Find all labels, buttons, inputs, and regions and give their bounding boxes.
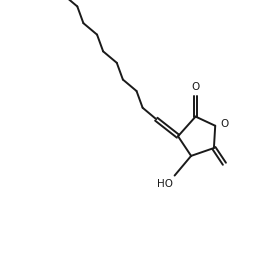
Text: HO: HO — [157, 179, 173, 189]
Text: O: O — [191, 82, 200, 92]
Text: O: O — [220, 119, 228, 129]
